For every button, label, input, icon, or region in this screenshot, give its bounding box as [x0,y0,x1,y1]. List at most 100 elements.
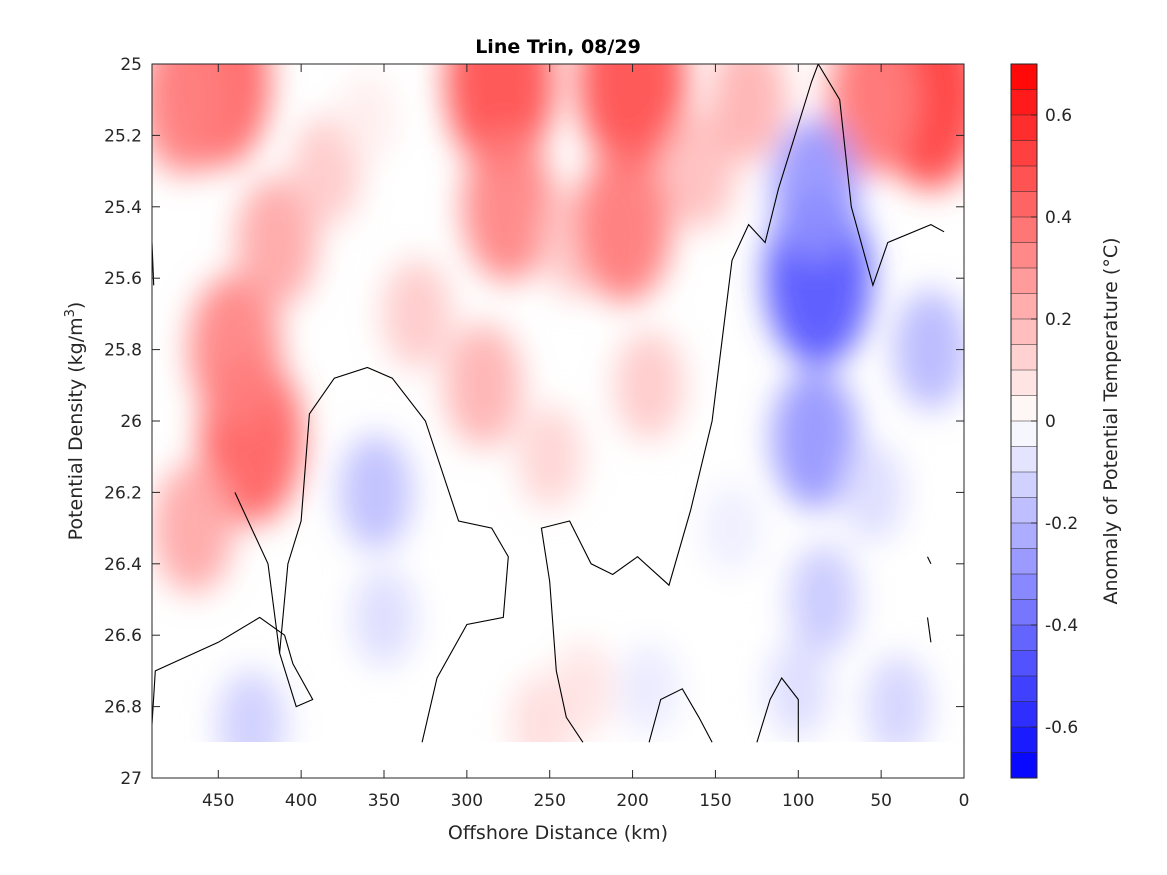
colorbar-swatch-2 [1011,115,1037,141]
colorbar-swatch-13 [1011,395,1037,422]
colorbar-swatch-26 [1011,727,1037,753]
y-tick-label-26.6: 26.6 [104,626,142,646]
anomaly-blob-28 [771,119,859,259]
colorbar-swatch-11 [1011,344,1037,371]
colorbar-swatch-22 [1011,625,1037,651]
colorbar-swatch-25 [1011,701,1037,728]
zero-contour-2 [540,64,945,743]
x-tick-label-100: 100 [782,791,814,811]
colorbar-tick-label--0.4: -0.4 [1045,616,1078,636]
y-axis: 25 25.2 25.4 25.6 25.8 26 26.2 26.4 26.6 26.8 27 [104,55,964,789]
anomaly-blob-17 [662,113,736,230]
anomaly-blob-21 [826,64,919,175]
y-tick-label-25.2: 25.2 [104,126,142,146]
y-tick-label-26.8: 26.8 [104,698,142,718]
anomaly-blob-12 [516,404,583,509]
y-tick-label-25.4: 25.4 [104,198,142,218]
anomaly-blob-7 [338,72,397,163]
anomaly-blob-5 [153,463,234,594]
anomaly-blob-10 [462,131,555,282]
zero-contour-1 [279,366,509,743]
anomaly-blob-16 [614,330,684,441]
zero-contours [152,64,945,743]
x-tick-label-0: 0 [959,791,970,811]
chart-title: Line Trin, 08/29 [475,36,641,58]
y-axis-label-superscript: 3 [63,309,78,317]
colorbar-swatch-1 [1011,89,1037,116]
zero-contour-6 [927,556,932,565]
colorbar-tick-label-0.4: 0.4 [1045,208,1072,228]
colorbar-swatch-23 [1011,650,1037,677]
x-tick-label-200: 200 [616,791,648,811]
colorbar: 0.6 0.4 0.2 0 -0.2 -0.4 -0.6 Anomaly of Potent… [1010,63,1122,779]
zero-contour-7 [926,617,932,643]
anomaly-blob-3 [188,274,281,425]
x-tick-label-450: 450 [202,791,234,811]
colorbar-swatch-21 [1011,599,1037,626]
zero-contour-0 [152,492,314,725]
anomaly-blob-32 [841,442,905,543]
anomaly-blob-29 [771,368,859,509]
y-tick-label-25.6: 25.6 [104,269,142,289]
y-tick-label-26: 26 [120,412,142,432]
anomaly-blob-26 [217,670,286,742]
colorbar-swatches [1011,64,1037,779]
x-tick-label-250: 250 [533,791,565,811]
x-tick-label-400: 400 [285,791,317,811]
colorbar-swatch-18 [1011,523,1037,549]
anomaly-blob-18 [710,64,788,162]
anomaly-field [152,64,964,742]
anomaly-blob-6 [291,116,361,227]
colorbar-tick-label--0.6: -0.6 [1045,718,1078,738]
y-tick-label-25: 25 [120,55,142,75]
x-tick-label-150: 150 [699,791,731,811]
anomaly-blob-24 [339,434,413,551]
colorbar-swatch-24 [1011,676,1037,702]
colorbar-tick-label--0.2: -0.2 [1045,514,1078,534]
x-axis-label: Offshore Distance (km) [448,822,668,844]
y-tick-label-25.8: 25.8 [104,341,142,361]
plot-area: 450 400 350 300 250 200 150 100 50 0 2525.225.425… [104,55,969,811]
anomaly-blob-34 [864,654,931,742]
colorbar-swatch-14 [1011,421,1037,447]
anomaly-blob-35 [703,483,761,574]
colorbar-swatch-0 [1011,64,1037,90]
zero-contour-4 [756,676,799,743]
colorbar-swatch-19 [1011,548,1037,575]
anomaly-blob-36 [619,642,679,735]
y-tick-label-26.2: 26.2 [104,483,142,503]
colorbar-label: Anomaly of Potential Temperature (°C) [1100,238,1122,605]
x-tick-label-50: 50 [870,791,892,811]
anomaly-blob-23 [552,640,614,737]
y-axis-label-main: Potential Density (kg/m [65,317,87,540]
anomaly-blob-4 [235,177,317,308]
anomaly-blob-30 [788,544,858,655]
y-axis-label-close: ) [65,302,87,309]
colorbar-swatch-16 [1011,472,1037,498]
anomaly-blob-15 [576,146,672,303]
colorbar-swatch-17 [1011,497,1037,524]
anomaly-blob-14 [578,64,688,172]
x-axis: 450 400 350 300 250 200 150 100 50 0 [202,64,969,811]
colorbar-swatch-10 [1011,319,1037,345]
anomaly-blob-8 [382,258,452,369]
colorbar-swatch-5 [1011,191,1037,218]
y-tick-label-27: 27 [120,769,142,789]
colorbar-tick-label-0.6: 0.6 [1045,106,1072,126]
colorbar-swatch-12 [1011,370,1037,396]
colorbar-swatch-9 [1011,293,1037,320]
x-tick-label-300: 300 [451,791,483,811]
zero-contour-3 [648,688,713,743]
colorbar-tick-label-0: 0 [1045,412,1056,432]
x-tick-label-350: 350 [368,791,400,811]
y-axis-label: Potential Density (kg/m3) [63,302,87,541]
colorbar-swatch-4 [1011,166,1037,192]
colorbar-swatch-15 [1011,446,1037,473]
y-tick-label-26.4: 26.4 [104,555,142,575]
anomaly-blob-11 [444,323,522,448]
colorbar-swatch-20 [1011,574,1037,600]
colorbar-swatch-3 [1011,140,1037,167]
colorbar-tick-label-0.2: 0.2 [1045,310,1072,330]
anomaly-blob-31 [766,638,830,739]
